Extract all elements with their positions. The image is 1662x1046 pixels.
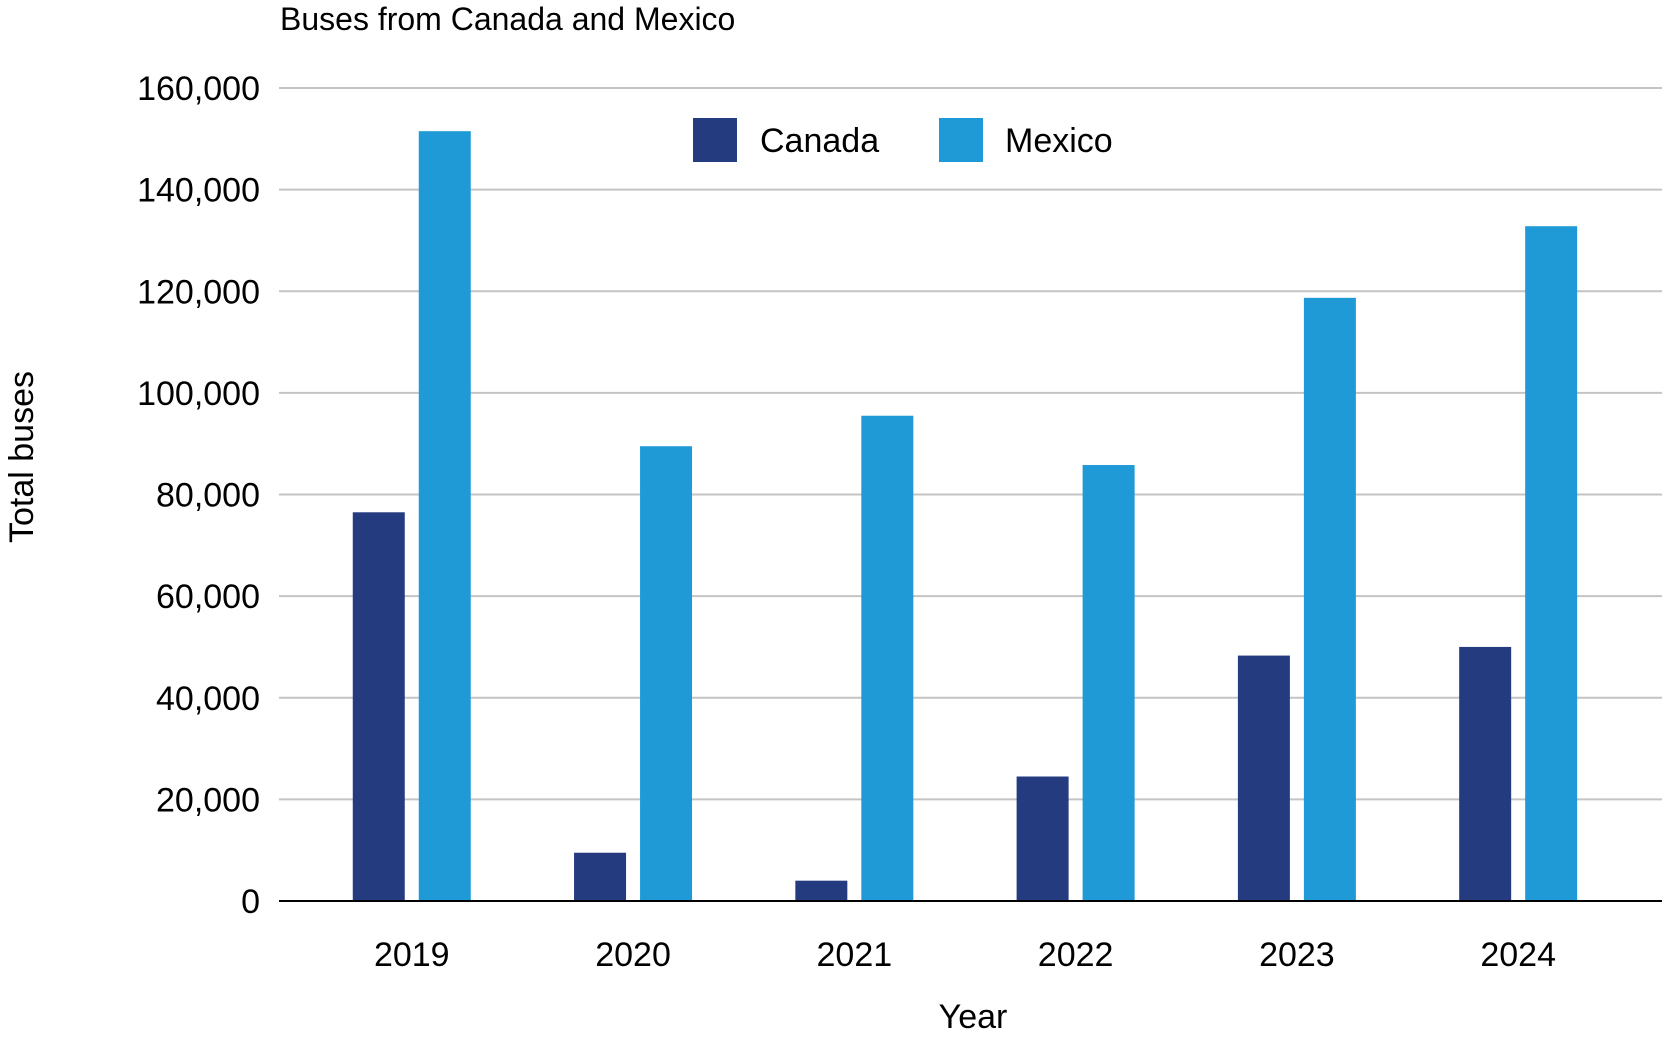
y-axis-title: Total buses (3, 371, 41, 543)
y-tick-label: 80,000 (156, 477, 260, 515)
y-tick-label: 0 (241, 883, 260, 921)
bar-mexico-2020 (640, 446, 693, 901)
y-tick-label: 100,000 (137, 375, 260, 413)
bar-canada-2023 (1237, 655, 1290, 901)
bar-mexico-2021 (861, 415, 914, 901)
x-tick-label: 2020 (595, 936, 671, 974)
legend-label-canada: Canada (760, 122, 879, 160)
x-tick-label: 2021 (817, 936, 893, 974)
legend-label-mexico: Mexico (1005, 122, 1113, 160)
x-axis-tick-labels: 2019 2020 2021 2022 2023 2024 (374, 936, 1556, 974)
bar-canada-2024 (1459, 646, 1512, 901)
y-tick-label: 160,000 (137, 70, 260, 108)
bar-canada-2019 (352, 512, 405, 901)
bar-mexico-2019 (418, 131, 471, 902)
y-tick-label: 60,000 (156, 578, 260, 616)
bar-mexico-2023 (1303, 297, 1356, 902)
bar-canada-2021 (795, 880, 848, 901)
x-tick-label: 2023 (1259, 936, 1335, 974)
legend-swatch-canada (693, 118, 737, 162)
y-tick-label: 140,000 (137, 172, 260, 210)
x-axis-title: Year (939, 998, 1008, 1036)
x-tick-label: 2024 (1480, 936, 1556, 974)
chart-title: Buses from Canada and Mexico (280, 1, 735, 37)
bar-canada-2022 (1016, 776, 1069, 901)
y-tick-label: 20,000 (156, 781, 260, 819)
y-tick-label: 120,000 (137, 273, 260, 311)
x-tick-label: 2022 (1038, 936, 1114, 974)
bar-mexico-2024 (1525, 226, 1578, 901)
bar-canada-2020 (574, 852, 627, 901)
y-axis-tick-labels: 0 20,000 40,000 60,000 80,000 100,000 120,000 1… (137, 70, 260, 921)
y-tick-label: 40,000 (156, 680, 260, 718)
x-tick-label: 2019 (374, 936, 450, 974)
gridlines (279, 87, 1662, 801)
bar-mexico-2022 (1082, 465, 1135, 901)
bars (352, 131, 1578, 902)
legend: Canada Mexico (693, 118, 1113, 162)
legend-swatch-mexico (939, 118, 983, 162)
